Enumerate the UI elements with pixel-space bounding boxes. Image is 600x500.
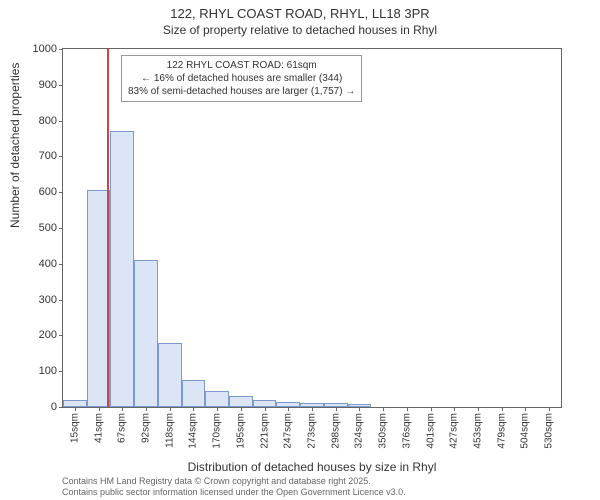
plot-area: 122 RHYL COAST ROAD: 61sqm ← 16% of deta… <box>62 48 562 408</box>
x-axis-label: Distribution of detached houses by size … <box>62 460 562 474</box>
x-tick-label: 427sqm <box>449 413 460 449</box>
y-tick-mark <box>59 371 63 372</box>
x-tick-label: 92sqm <box>141 413 152 443</box>
x-tick-mark <box>170 407 171 411</box>
x-tick-label: 118sqm <box>164 413 175 448</box>
x-tick-label: 247sqm <box>283 413 294 449</box>
x-tick-mark <box>407 407 408 411</box>
footer-line1: Contains HM Land Registry data © Crown c… <box>62 476 406 487</box>
x-tick-mark <box>312 407 313 411</box>
y-tick-mark <box>59 156 63 157</box>
x-tick-label: 453sqm <box>473 413 484 449</box>
x-tick-mark <box>336 407 337 411</box>
x-tick-mark <box>431 407 432 411</box>
x-tick-mark <box>478 407 479 411</box>
x-tick-mark <box>549 407 550 411</box>
x-tick-label: 15sqm <box>69 413 80 443</box>
x-tick-label: 504sqm <box>520 413 531 449</box>
histogram-bar <box>134 260 158 407</box>
footer-text: Contains HM Land Registry data © Crown c… <box>62 476 406 498</box>
x-tick-label: 324sqm <box>354 413 365 449</box>
x-tick-mark <box>99 407 100 411</box>
annotation-line2: ← 16% of detached houses are smaller (34… <box>128 72 355 85</box>
x-tick-label: 401sqm <box>425 413 436 449</box>
x-tick-mark <box>454 407 455 411</box>
histogram-bar <box>110 131 134 407</box>
x-tick-mark <box>75 407 76 411</box>
y-axis-label: Number of detached properties <box>8 63 22 228</box>
x-tick-mark <box>525 407 526 411</box>
chart-subtitle: Size of property relative to detached ho… <box>0 23 600 37</box>
x-tick-label: 144sqm <box>188 413 199 449</box>
y-tick-mark <box>59 192 63 193</box>
y-tick-mark <box>59 264 63 265</box>
x-tick-label: 376sqm <box>401 413 412 449</box>
histogram-bar <box>205 391 229 407</box>
x-tick-mark <box>265 407 266 411</box>
y-tick-mark <box>59 335 63 336</box>
histogram-bar <box>253 400 277 407</box>
x-tick-mark <box>122 407 123 411</box>
y-tick-mark <box>59 228 63 229</box>
histogram-bar <box>182 380 206 407</box>
x-tick-label: 479sqm <box>496 413 507 449</box>
x-tick-label: 350sqm <box>378 413 389 449</box>
x-tick-mark <box>217 407 218 411</box>
footer-line2: Contains public sector information licen… <box>62 487 406 498</box>
y-tick-mark <box>59 300 63 301</box>
x-tick-mark <box>241 407 242 411</box>
x-tick-mark <box>146 407 147 411</box>
y-tick-mark <box>59 49 63 50</box>
x-tick-label: 530sqm <box>544 413 555 449</box>
x-tick-mark <box>383 407 384 411</box>
x-tick-mark <box>193 407 194 411</box>
annotation-line1: 122 RHYL COAST ROAD: 61sqm <box>128 59 355 72</box>
property-marker-line <box>107 49 109 407</box>
x-tick-label: 298sqm <box>330 413 341 449</box>
histogram-bar <box>229 396 253 407</box>
chart-container: 122, RHYL COAST ROAD, RHYL, LL18 3PR Siz… <box>0 0 600 500</box>
x-tick-label: 41sqm <box>93 413 104 443</box>
histogram-bar <box>158 343 182 407</box>
x-tick-label: 273sqm <box>307 413 318 449</box>
annotation-line3: 83% of semi-detached houses are larger (… <box>128 85 355 98</box>
annotation-box: 122 RHYL COAST ROAD: 61sqm ← 16% of deta… <box>121 55 362 102</box>
y-tick-mark <box>59 121 63 122</box>
chart-title: 122, RHYL COAST ROAD, RHYL, LL18 3PR <box>0 0 600 23</box>
y-tick-mark <box>59 407 63 408</box>
y-tick-mark <box>59 85 63 86</box>
x-tick-label: 221sqm <box>259 413 270 449</box>
x-tick-mark <box>359 407 360 411</box>
x-tick-mark <box>288 407 289 411</box>
x-tick-label: 67sqm <box>117 413 128 443</box>
histogram-bar <box>63 400 87 407</box>
x-tick-label: 170sqm <box>212 413 223 449</box>
x-tick-mark <box>502 407 503 411</box>
x-tick-label: 195sqm <box>235 413 246 449</box>
